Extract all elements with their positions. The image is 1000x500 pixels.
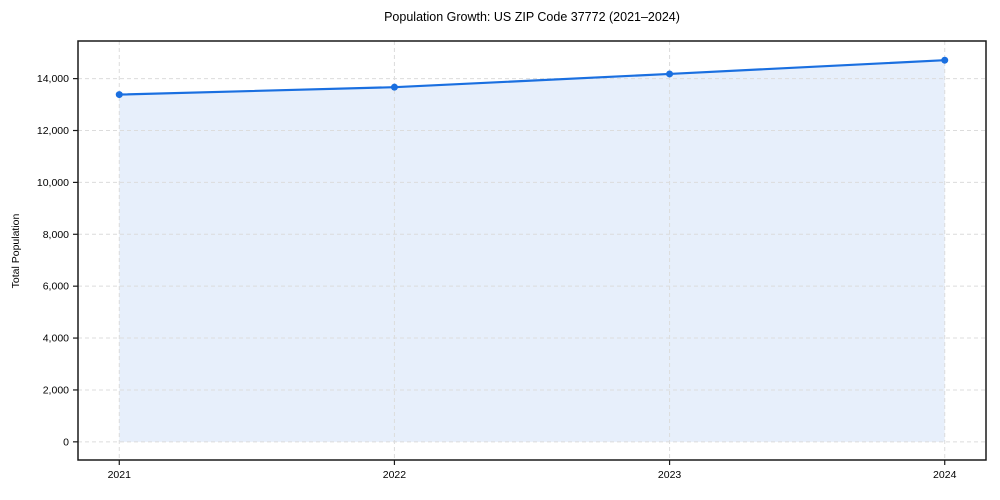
y-tick-label: 10,000 (37, 177, 69, 189)
y-tick-label: 8,000 (43, 229, 69, 241)
chart-title: Population Growth: US ZIP Code 37772 (20… (384, 10, 680, 24)
y-tick-label: 2,000 (43, 384, 69, 396)
x-tick-label: 2023 (658, 469, 682, 481)
x-tick-label: 2021 (108, 469, 132, 481)
y-tick-label: 6,000 (43, 281, 69, 293)
y-tick-label: 0 (63, 436, 69, 448)
data-point (390, 83, 398, 91)
y-tick-label: 14,000 (37, 73, 69, 85)
plot-area: 0 2,000 4,000 6,000 8,000 10,000 12,000 14,000 2… (37, 40, 987, 481)
trend-line (118, 59, 946, 96)
data-point (115, 91, 123, 99)
x-tick-label: 2022 (383, 469, 407, 481)
data-point (666, 70, 674, 78)
x-tick-label: 2024 (933, 469, 957, 481)
y-tick-label: 12,000 (37, 125, 69, 137)
y-tick-label: 4,000 (43, 333, 69, 345)
plot-border (77, 40, 987, 461)
y-axis-title: Total Population (10, 213, 22, 289)
area-fill (119, 60, 945, 442)
data-point (941, 56, 949, 64)
